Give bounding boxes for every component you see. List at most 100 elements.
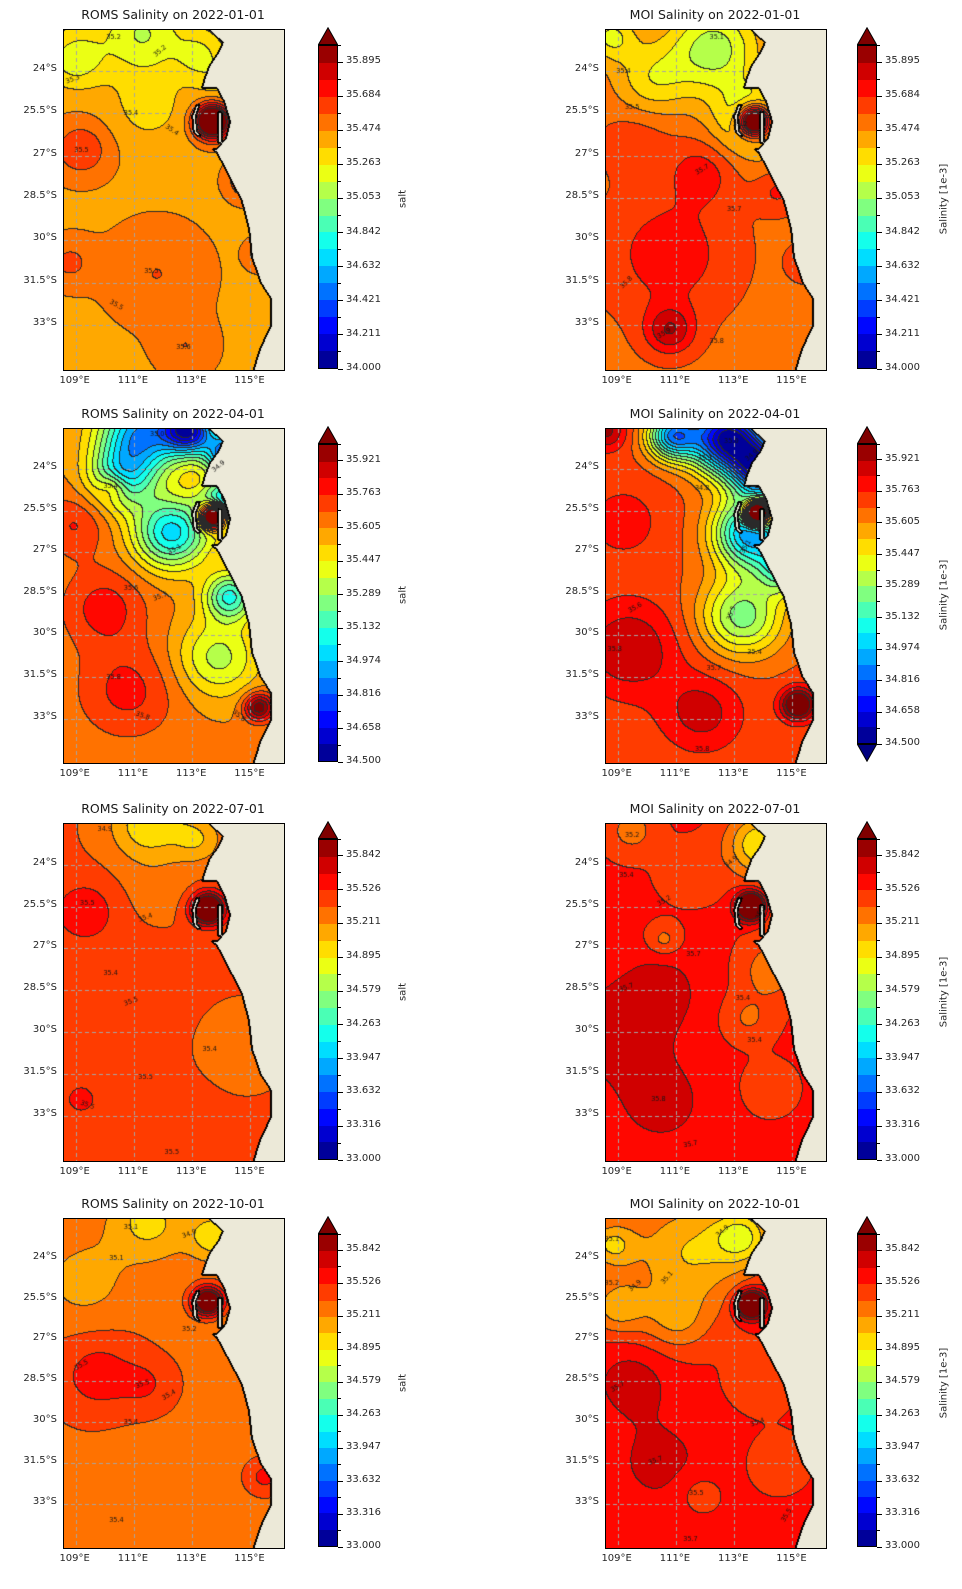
- colorbar-tick: [877, 368, 882, 370]
- colorbar-tick: [877, 197, 882, 199]
- colorbar-extend-min-arrow: [857, 744, 877, 762]
- lat-tick-label: 33°S: [574, 1108, 599, 1120]
- colorbar-tick-label: 33.000: [885, 1540, 920, 1551]
- colorbar-tick: [877, 1348, 882, 1350]
- salinity-map-canvas: [63, 1218, 285, 1549]
- colorbar-tick-label: 34.421: [346, 293, 381, 305]
- colorbar-tick-label: 33.000: [346, 1540, 381, 1551]
- lat-tick-label: 24°S: [32, 62, 57, 74]
- colorbar-tick-label: 33.632: [346, 1474, 381, 1486]
- colorbar-tick: [338, 1233, 341, 1235]
- colorbar-tick-label: 34.211: [346, 327, 381, 339]
- colorbar-tick: [338, 300, 343, 302]
- lon-tick-label: 115°E: [234, 1166, 265, 1177]
- lat-tick-label: 24°S: [32, 1250, 57, 1262]
- lat-tick-label: 28.5°S: [565, 982, 599, 994]
- lat-tick-label: 27°S: [32, 940, 57, 952]
- colorbar-tick-label: 34.579: [346, 1375, 381, 1387]
- colorbar-tick: [877, 1398, 880, 1400]
- colorbar-tick: [338, 627, 343, 629]
- colorbar-tick-label: 35.921: [885, 452, 920, 464]
- colorbar-tick-label: 34.895: [885, 950, 920, 962]
- colorbar-tick: [338, 1348, 343, 1350]
- colorbar-tick: [338, 728, 343, 730]
- colorbar-gradient: [857, 839, 877, 1160]
- colorbar-tick-label: 34.000: [346, 362, 381, 373]
- colorbar-tick-label: 33.632: [885, 1085, 920, 1097]
- lat-tick-label: 30°S: [32, 1024, 57, 1036]
- colorbar-tick-label: 35.763: [346, 487, 381, 499]
- panel-title: ROMS Salinity on 2022-07-01: [81, 801, 265, 816]
- colorbar-tick: [338, 476, 341, 478]
- colorbar-tick: [338, 180, 341, 182]
- colorbar-tick-label: 35.211: [346, 1309, 381, 1321]
- colorbar-tick: [877, 475, 880, 477]
- colorbar-tick: [877, 61, 882, 63]
- colorbar-tick: [338, 1007, 341, 1009]
- colorbar-tick: [338, 1024, 343, 1026]
- lat-tick-label: 24°S: [574, 62, 599, 74]
- colorbar-tick: [877, 283, 880, 285]
- colorbar-label: Salinity [1e-3]: [938, 559, 950, 631]
- colorbar-tick: [338, 1266, 341, 1268]
- colorbar-tick: [338, 197, 343, 199]
- colorbar-tick-label: 34.658: [885, 705, 920, 717]
- colorbar-tick: [877, 266, 882, 268]
- colorbar-tick: [338, 1513, 343, 1515]
- colorbar-tick-label: 33.000: [346, 1153, 381, 1164]
- colorbar-tick: [338, 1075, 341, 1077]
- colorbar-tick-label: 34.500: [346, 755, 381, 766]
- colorbar-tick: [877, 872, 880, 874]
- colorbar-tick: [338, 1480, 343, 1482]
- colorbar-tick: [338, 283, 341, 285]
- colorbar-tick: [338, 694, 343, 696]
- colorbar-tick: [338, 215, 341, 217]
- lat-tick-label: 24°S: [32, 856, 57, 868]
- colorbar-tick: [877, 1464, 880, 1466]
- colorbar-tick: [877, 351, 880, 353]
- colorbar-tick-label: 35.842: [346, 848, 381, 860]
- colorbar-tick: [877, 1315, 882, 1317]
- colorbar-tick: [338, 956, 343, 958]
- lon-tick-label: 115°E: [776, 375, 807, 386]
- colorbar-tick: [877, 1497, 880, 1499]
- colorbar-tick-label: 34.842: [885, 225, 920, 237]
- colorbar-tick-label: 35.921: [346, 453, 381, 465]
- colorbar-tick-label: 34.263: [885, 1017, 920, 1029]
- colorbar: 33.000 33.316 33.632 33.947 34.263 34.579 34.8…: [857, 821, 947, 1164]
- colorbar-tick: [877, 146, 880, 148]
- colorbar-tick: [877, 617, 882, 619]
- lat-tick-label: 27°S: [574, 544, 599, 556]
- colorbar-tick: [877, 1266, 880, 1268]
- colorbar-tick: [338, 1058, 343, 1060]
- colorbar-gradient: [318, 45, 338, 369]
- colorbar-tick-label: 34.579: [346, 984, 381, 996]
- colorbar-tick-label: 33.632: [346, 1085, 381, 1097]
- colorbar-tick: [338, 1125, 343, 1127]
- colorbar-tick: [877, 1381, 882, 1383]
- colorbar-tick: [338, 1249, 343, 1251]
- colorbar-tick: [338, 1398, 341, 1400]
- colorbar-tick: [338, 1546, 343, 1548]
- colorbar-extend-max-arrow: [318, 821, 338, 839]
- colorbar-tick: [338, 1315, 343, 1317]
- colorbar-tick: [877, 906, 880, 908]
- colorbar-tick: [877, 506, 880, 508]
- colorbar-tick: [338, 1530, 341, 1532]
- lat-tick-label: 28.5°S: [565, 1373, 599, 1385]
- colorbar-tick: [338, 163, 343, 165]
- lon-tick-label: 113°E: [176, 1553, 207, 1564]
- colorbar-label: Salinity [1e-3]: [938, 956, 950, 1027]
- colorbar-tick: [338, 922, 343, 924]
- colorbar-tick-label: 35.289: [346, 587, 381, 599]
- colorbar-tick: [877, 664, 880, 666]
- lat-tick-label: 25.5°S: [23, 898, 57, 910]
- colorbar-tick: [338, 1159, 343, 1161]
- lat-tick-label: 24°S: [574, 856, 599, 868]
- lon-tick-label: 111°E: [659, 375, 691, 386]
- colorbar-tick: [877, 163, 882, 165]
- colorbar-label: salt: [397, 1373, 409, 1392]
- colorbar-tick: [338, 855, 343, 857]
- colorbar-tick: [877, 632, 880, 634]
- colorbar-tick-label: 33.316: [346, 1507, 381, 1519]
